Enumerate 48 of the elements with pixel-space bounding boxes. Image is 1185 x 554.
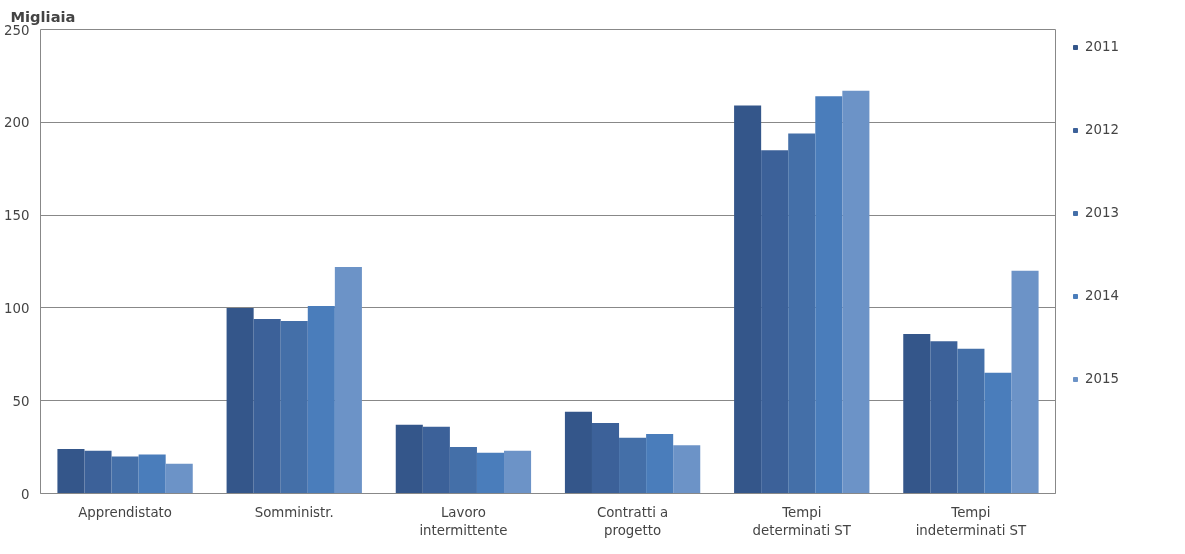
bar: [57, 448, 85, 494]
legend-label: 2012: [1085, 122, 1119, 137]
bar: [984, 372, 1012, 494]
x-tick-label: Somministr.: [254, 504, 334, 520]
bar: [761, 150, 789, 494]
y-tick-label: 50: [12, 393, 30, 409]
bar: [842, 90, 870, 494]
bar: [504, 450, 532, 494]
legend-label: 2011: [1085, 39, 1119, 54]
bar: [1011, 270, 1039, 494]
x-tick-label: Apprendistato: [78, 504, 172, 520]
x-tick-label: Lavoro intermittente: [419, 504, 508, 538]
legend-label: 2013: [1085, 205, 1119, 220]
bar: [138, 454, 166, 494]
bar: [253, 319, 281, 494]
bar: [334, 267, 362, 494]
y-axis-title: Migliaia: [10, 7, 76, 25]
x-tick-label: Contratti a progetto: [596, 504, 669, 538]
y-tick-label: 150: [4, 208, 30, 224]
x-tick-label: Tempi determinati ST: [752, 504, 852, 538]
x-tick-label: Tempi indeterminati ST: [915, 504, 1028, 538]
bar: [619, 437, 647, 494]
y-tick-label: 200: [4, 115, 30, 131]
bar: [673, 445, 701, 494]
bar: [815, 96, 843, 494]
legend-label: 2014: [1085, 288, 1119, 303]
bar: [788, 133, 816, 494]
y-tick-label: 100: [4, 300, 30, 316]
bar: [591, 422, 620, 494]
bar: [280, 320, 308, 494]
bar: [646, 434, 674, 494]
bar: [449, 447, 477, 494]
bar: [903, 333, 931, 494]
bar: [226, 307, 254, 494]
bar: [111, 456, 139, 494]
bar: [395, 424, 423, 494]
y-tick-label: 0: [21, 486, 30, 502]
legend-label: 2015: [1085, 371, 1119, 386]
bar: [307, 306, 335, 494]
bar: [84, 450, 112, 494]
bar: [734, 105, 762, 494]
bar: [165, 463, 193, 494]
bar: [564, 411, 592, 494]
bar: [422, 426, 450, 494]
bar: [930, 341, 958, 494]
bar: [476, 452, 505, 494]
bar: [957, 348, 985, 494]
y-tick-label: 250: [4, 22, 30, 38]
